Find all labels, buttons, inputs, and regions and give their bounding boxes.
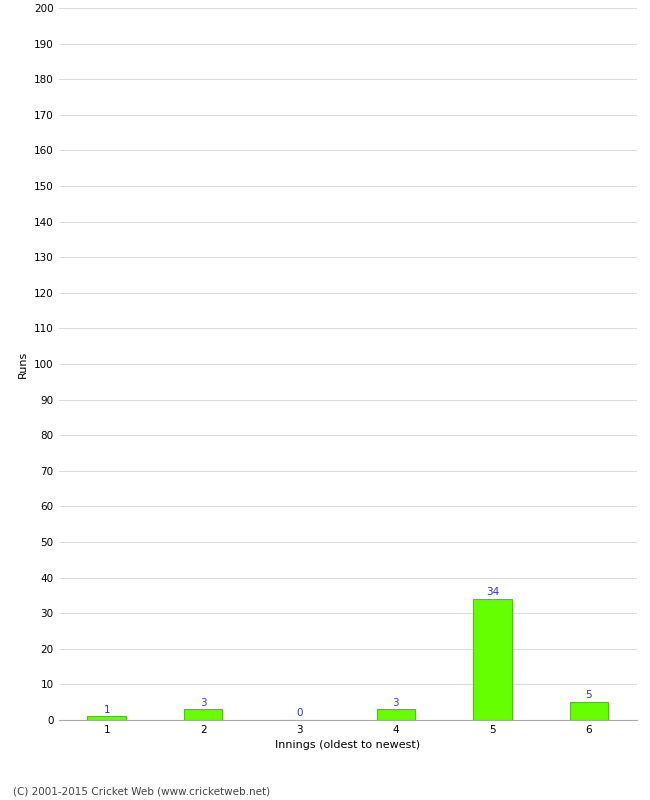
Text: (C) 2001-2015 Cricket Web (www.cricketweb.net): (C) 2001-2015 Cricket Web (www.cricketwe…	[13, 786, 270, 796]
Bar	[87, 717, 126, 720]
Text: 3: 3	[200, 698, 207, 707]
Bar	[184, 710, 222, 720]
Y-axis label: Runs: Runs	[18, 350, 29, 378]
Bar	[569, 702, 608, 720]
Text: 34: 34	[486, 587, 499, 597]
Bar	[376, 710, 415, 720]
Bar	[473, 599, 512, 720]
Text: 5: 5	[586, 690, 592, 701]
Text: 1: 1	[103, 705, 110, 714]
X-axis label: Innings (oldest to newest): Innings (oldest to newest)	[275, 741, 421, 750]
Text: 3: 3	[393, 698, 399, 707]
Text: 0: 0	[296, 708, 303, 718]
